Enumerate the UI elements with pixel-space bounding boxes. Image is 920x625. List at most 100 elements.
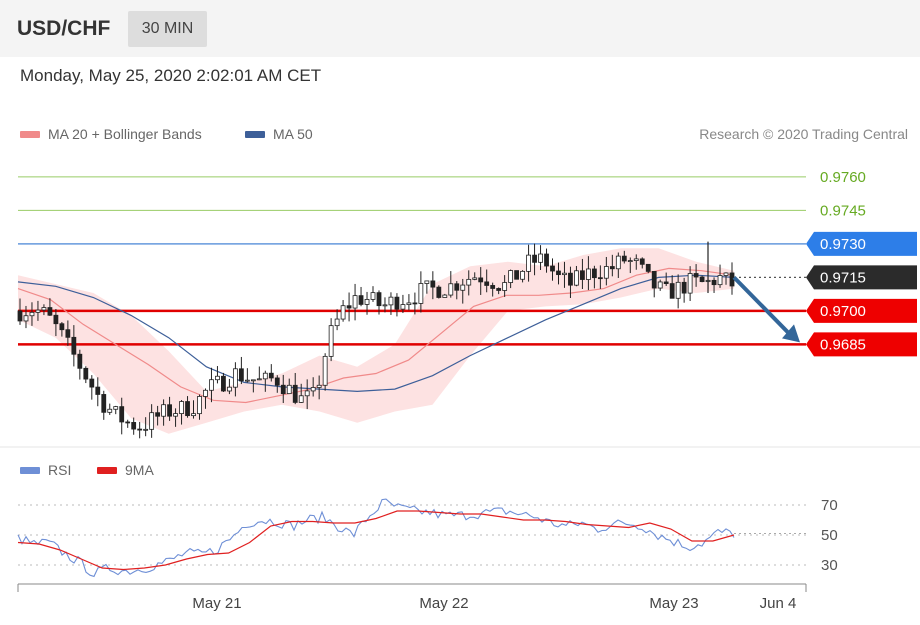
candle-body bbox=[215, 375, 220, 381]
candle-body bbox=[77, 353, 83, 369]
candle-body bbox=[358, 295, 364, 305]
candle bbox=[490, 282, 496, 297]
candle bbox=[568, 266, 573, 299]
candle-body bbox=[298, 395, 304, 403]
candle-body bbox=[675, 281, 681, 299]
timeframe-button[interactable]: 30 MIN bbox=[128, 11, 207, 47]
level-tag-0.9700 bbox=[806, 298, 917, 323]
candle bbox=[657, 279, 663, 291]
candle-body bbox=[424, 280, 430, 284]
candle bbox=[227, 378, 232, 395]
candle-body bbox=[203, 389, 208, 397]
candle-body bbox=[418, 283, 424, 304]
candle-body bbox=[137, 428, 143, 431]
candle bbox=[143, 417, 149, 437]
candle bbox=[376, 290, 382, 315]
candle bbox=[41, 304, 47, 316]
forecast-arrow-head bbox=[782, 324, 800, 343]
candle-body bbox=[526, 254, 531, 272]
levels-layer bbox=[18, 176, 806, 346]
rsi-panel: 30 50 70 bbox=[17, 497, 838, 578]
candle-body bbox=[89, 378, 95, 388]
legend-rsi: RSI bbox=[20, 462, 71, 478]
candle bbox=[131, 417, 137, 435]
x-tick-label: May 23 bbox=[649, 595, 698, 612]
candle bbox=[645, 263, 651, 274]
candle bbox=[59, 322, 65, 337]
forecast-arrow-shaft bbox=[732, 275, 792, 336]
candle bbox=[65, 320, 71, 346]
candle bbox=[185, 396, 190, 418]
candle bbox=[382, 297, 388, 313]
candle bbox=[334, 309, 340, 331]
candle-body bbox=[472, 277, 478, 280]
candle bbox=[89, 375, 95, 400]
candle bbox=[693, 264, 699, 287]
candle bbox=[298, 383, 304, 403]
candle-body bbox=[238, 368, 244, 382]
candle bbox=[53, 308, 59, 337]
candle-body bbox=[490, 285, 496, 289]
candle bbox=[167, 396, 172, 421]
candle-body bbox=[466, 278, 472, 286]
candle bbox=[496, 287, 502, 295]
candle-body bbox=[232, 368, 238, 388]
candle bbox=[262, 370, 268, 392]
candle bbox=[173, 408, 178, 427]
candle bbox=[149, 404, 155, 438]
candle-body bbox=[568, 272, 573, 286]
candle-body bbox=[316, 384, 322, 388]
candle bbox=[244, 368, 250, 383]
candle bbox=[292, 372, 298, 405]
candle bbox=[424, 280, 430, 294]
candle-body bbox=[173, 413, 178, 417]
candle-body bbox=[651, 271, 657, 289]
legend-ma9: 9MA bbox=[97, 462, 154, 478]
candle bbox=[669, 275, 675, 299]
candle bbox=[454, 281, 460, 300]
candle-body bbox=[71, 336, 77, 355]
candle-body bbox=[221, 375, 226, 392]
candle bbox=[256, 366, 262, 381]
candle bbox=[478, 267, 484, 295]
candle bbox=[394, 293, 400, 317]
candle bbox=[562, 261, 567, 288]
candle-body bbox=[340, 305, 346, 320]
candle-body bbox=[591, 268, 597, 279]
candle-body bbox=[268, 372, 274, 379]
candle-body bbox=[406, 302, 412, 305]
candle-body bbox=[412, 302, 418, 305]
candle-body bbox=[615, 255, 621, 270]
candle-body bbox=[586, 268, 591, 280]
candle bbox=[232, 362, 238, 397]
level-label-0.9685: 0.9685 bbox=[820, 336, 866, 353]
candle bbox=[137, 421, 143, 439]
candle-body bbox=[244, 379, 250, 382]
candle-body bbox=[478, 277, 484, 283]
candle-body bbox=[256, 378, 262, 381]
candle-body bbox=[250, 379, 256, 382]
x-tick-label: May 21 bbox=[192, 595, 241, 612]
candle bbox=[119, 397, 125, 435]
candle-body bbox=[657, 281, 663, 289]
candle-body bbox=[562, 272, 567, 276]
candle-body bbox=[484, 281, 490, 286]
candle bbox=[95, 377, 101, 407]
ma9-legend-label: 9MA bbox=[125, 462, 154, 478]
candle bbox=[621, 250, 627, 264]
candle-body bbox=[514, 270, 520, 280]
x-tick-label: Jun 4 bbox=[760, 595, 797, 612]
candle-body bbox=[597, 277, 603, 280]
candle-body bbox=[125, 421, 131, 424]
candle-body bbox=[394, 296, 400, 310]
candle-body bbox=[95, 386, 101, 395]
level-label-0.9730: 0.9730 bbox=[820, 236, 866, 253]
candle bbox=[460, 278, 466, 304]
level-label-0.9715: 0.9715 bbox=[820, 269, 866, 286]
candle bbox=[609, 254, 615, 277]
candle bbox=[717, 264, 723, 288]
candle bbox=[274, 375, 280, 393]
candle-body bbox=[723, 272, 729, 276]
rsi-tick-30: 30 bbox=[821, 557, 838, 574]
